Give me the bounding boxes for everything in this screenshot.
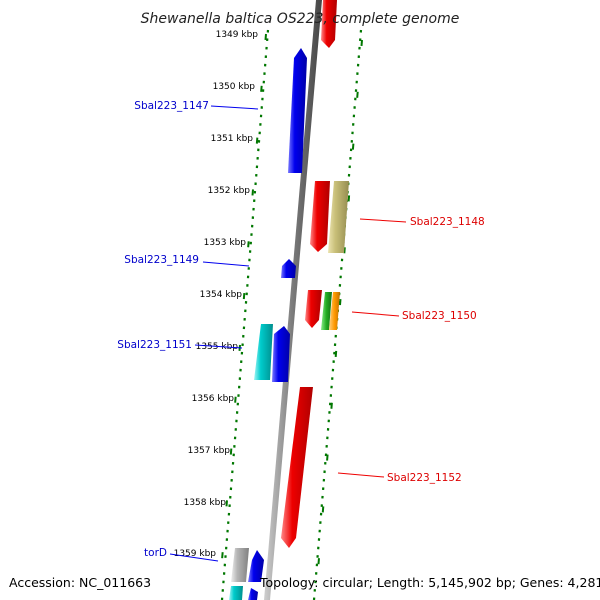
gene-sbal223-1150-orange[interactable]	[329, 292, 340, 330]
gene-labels: Sbal223_1147 Sbal223_1148 Sbal223_1149 S…	[117, 100, 484, 559]
leader-line	[194, 344, 243, 349]
left-tick-rail	[221, 33, 267, 561]
gene-sbal223-1151-cyan[interactable]	[254, 324, 273, 380]
leader-line	[359, 218, 407, 223]
gene-cyan-bottom[interactable]	[229, 586, 243, 600]
ruler-labels: 1349 kbp 1350 kbp 1351 kbp 1352 kbp 1353…	[174, 30, 259, 559]
tick-label: 1359 kbp	[174, 549, 217, 559]
gene-label-tord[interactable]: torD	[144, 547, 167, 559]
tick-label: 1350 kbp	[213, 82, 256, 92]
left-dot-rail	[220, 29, 270, 600]
gene-sbal223-1151-a[interactable]	[272, 326, 290, 382]
gene-sbal223-1150-red[interactable]	[305, 290, 322, 328]
forward-strand-genes	[281, 0, 349, 548]
gene-sbal223-1148-olive[interactable]	[328, 181, 349, 253]
gene-tord[interactable]	[248, 550, 264, 582]
topology-text: Topology: circular; Length: 5,145,902 bp…	[259, 575, 600, 590]
accession-text: Accession: NC_011663	[9, 575, 151, 590]
gene-tord-grey[interactable]	[231, 548, 249, 582]
tick-label: 1356 kbp	[192, 394, 235, 404]
tick-label: 1353 kbp	[204, 238, 247, 248]
tick-label: 1358 kbp	[184, 498, 227, 508]
gene-label-sbal223-1149[interactable]: Sbal223_1149	[124, 254, 199, 266]
gene-sbal223-1152[interactable]	[281, 387, 313, 548]
leader-line	[351, 311, 400, 317]
tick-label: 1357 kbp	[188, 446, 231, 456]
gene-label-sbal223-1150[interactable]: Sbal223_1150	[402, 310, 477, 322]
tick-label: 1355 kbp	[196, 342, 239, 352]
tick-label: 1351 kbp	[211, 134, 254, 144]
gene-label-sbal223-1148[interactable]: Sbal223_1148	[410, 216, 485, 228]
leader-line	[169, 553, 219, 562]
gene-blue-bottom[interactable]	[248, 588, 258, 600]
gene-label-sbal223-1151[interactable]: Sbal223_1151	[117, 339, 192, 351]
right-dot-rail	[312, 29, 363, 600]
gene-label-sbal223-1147[interactable]: Sbal223_1147	[134, 100, 209, 112]
leader-line	[337, 472, 385, 478]
gene-sbal223-1149[interactable]	[281, 259, 296, 278]
reverse-strand-genes	[229, 48, 307, 600]
genome-backbone	[264, 0, 322, 600]
genome-title: Shewanella baltica OS223, complete genom…	[141, 11, 460, 27]
ruler-dots	[220, 29, 363, 600]
gene-sbal223-1147[interactable]	[288, 48, 307, 173]
gene-sbal223-1148-red[interactable]	[310, 181, 330, 252]
leader-line	[210, 105, 259, 110]
leader-line	[202, 261, 250, 267]
right-tick-rail	[317, 39, 363, 571]
gene-sbal223-1150-green[interactable]	[321, 292, 332, 330]
label-leaders	[169, 105, 407, 562]
tick-label: 1354 kbp	[200, 290, 243, 300]
tick-label: 1352 kbp	[208, 186, 251, 196]
gene-label-sbal223-1152[interactable]: Sbal223_1152	[387, 472, 462, 484]
gene-red-top[interactable]	[321, 0, 337, 48]
tick-label: 1349 kbp	[216, 30, 259, 40]
